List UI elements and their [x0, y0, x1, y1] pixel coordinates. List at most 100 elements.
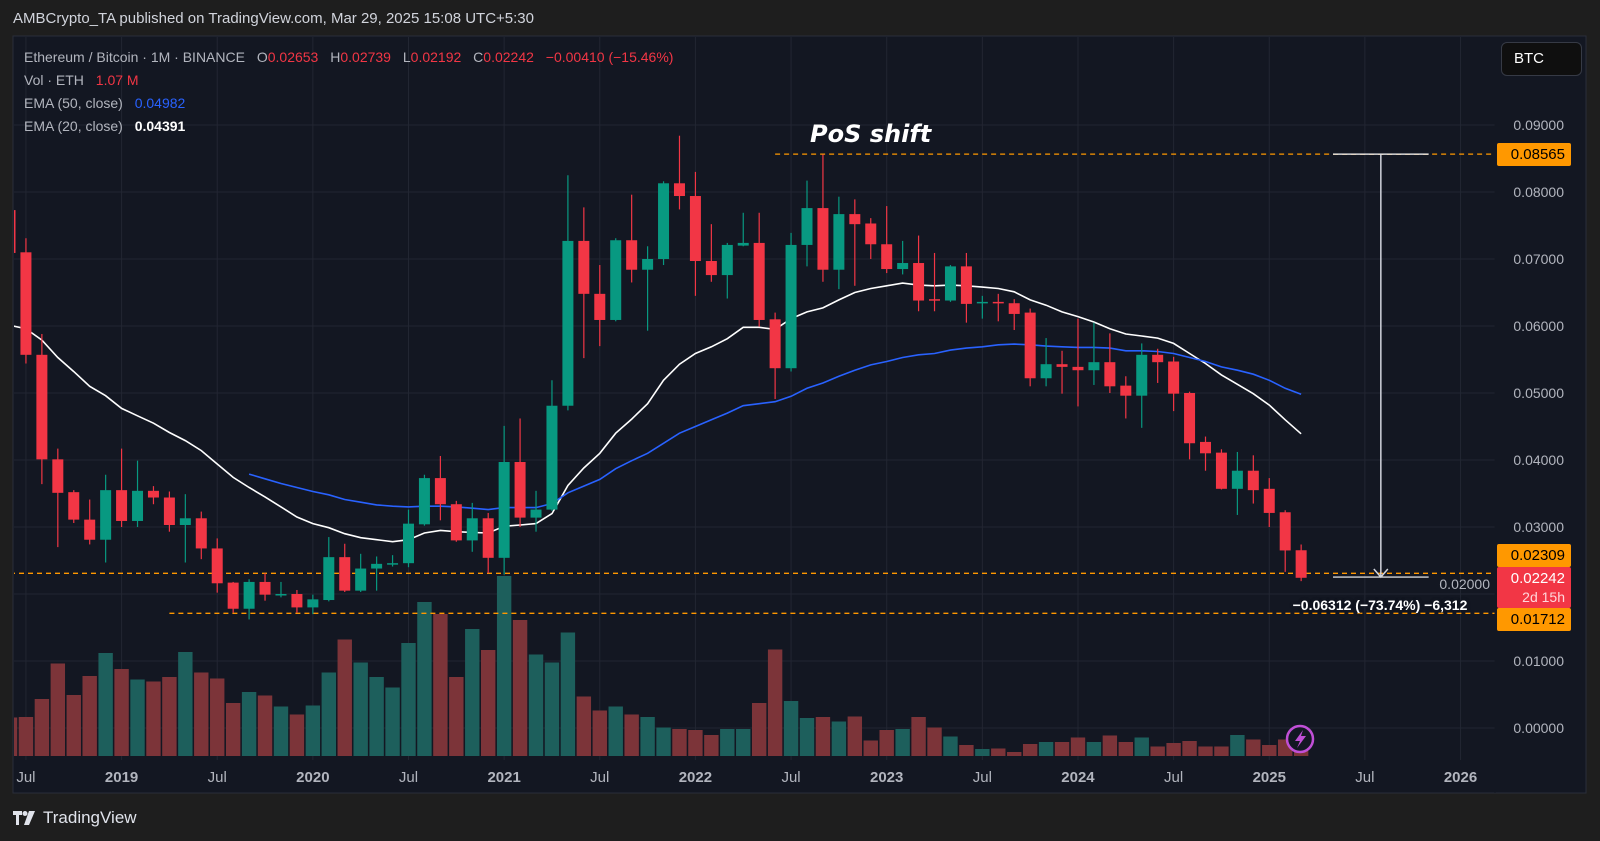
candle[interactable] — [817, 154, 829, 282]
candle[interactable] — [658, 181, 670, 266]
candle[interactable] — [195, 511, 207, 560]
candle[interactable] — [466, 502, 478, 552]
candle-body — [387, 563, 399, 565]
candle[interactable] — [929, 252, 941, 312]
candle[interactable] — [36, 334, 48, 485]
candle[interactable] — [1024, 308, 1036, 387]
candle[interactable] — [100, 474, 112, 563]
candle[interactable] — [275, 581, 287, 598]
legend-ema50-row[interactable]: EMA (50, close) 0.04982 — [24, 92, 673, 115]
candle[interactable] — [1072, 318, 1084, 407]
candle[interactable] — [450, 500, 462, 542]
candle[interactable] — [227, 581, 239, 613]
lightning-icon[interactable] — [1285, 724, 1315, 754]
candle[interactable] — [960, 252, 972, 323]
candle[interactable] — [801, 180, 813, 267]
candle[interactable] — [689, 171, 701, 296]
candle[interactable] — [897, 240, 909, 275]
candle[interactable] — [243, 579, 255, 620]
candle[interactable] — [434, 455, 446, 521]
candle[interactable] — [482, 512, 494, 574]
candle[interactable] — [1279, 510, 1291, 572]
candle[interactable] — [68, 490, 80, 523]
candle[interactable] — [1200, 436, 1211, 471]
candle[interactable] — [785, 232, 797, 372]
close-value: 0.02242 — [483, 49, 534, 65]
candle[interactable] — [1136, 343, 1148, 428]
candle[interactable] — [1168, 356, 1180, 412]
candle[interactable] — [211, 538, 223, 593]
candle[interactable] — [594, 265, 606, 347]
candle[interactable] — [913, 235, 925, 312]
candle[interactable] — [881, 206, 893, 274]
candle[interactable] — [865, 218, 877, 259]
candle[interactable] — [976, 295, 988, 319]
candle[interactable] — [387, 555, 399, 567]
candle[interactable] — [418, 474, 430, 526]
candle[interactable] — [753, 212, 765, 327]
legend-symbol-row[interactable]: Ethereum / Bitcoin · 1M · BINANCE O0.026… — [24, 46, 673, 69]
candle[interactable] — [339, 543, 351, 592]
candle[interactable] — [1008, 299, 1020, 331]
candle[interactable] — [610, 238, 622, 322]
candle[interactable] — [5, 209, 16, 256]
currency-button[interactable]: BTC — [1501, 42, 1582, 76]
pos-shift-annotation[interactable]: PoS shift — [810, 120, 932, 148]
candle[interactable] — [147, 486, 159, 505]
candle[interactable] — [642, 246, 654, 331]
candle[interactable] — [1263, 478, 1275, 527]
candle[interactable] — [849, 199, 861, 286]
candle[interactable] — [307, 594, 319, 615]
candle[interactable] — [1152, 348, 1164, 383]
candle[interactable] — [514, 418, 526, 527]
candle[interactable] — [944, 265, 956, 302]
plot-area[interactable] — [3, 135, 1495, 756]
legend-ema20-row[interactable]: EMA (20, close) 0.04391 — [24, 115, 673, 138]
candle[interactable] — [52, 448, 64, 548]
candle[interactable] — [992, 293, 1004, 322]
candle[interactable] — [546, 380, 558, 511]
candle[interactable] — [1104, 333, 1116, 393]
price-axis-label: 0.09000 — [1513, 117, 1564, 133]
candle[interactable] — [578, 207, 590, 359]
candle[interactable] — [737, 212, 749, 247]
candle[interactable] — [371, 556, 383, 591]
candle[interactable] — [1295, 544, 1307, 582]
candle[interactable] — [498, 425, 510, 575]
candle[interactable] — [291, 589, 303, 613]
tradingview-logo[interactable]: TradingView — [13, 808, 137, 828]
candle[interactable] — [116, 448, 128, 527]
ema20-line[interactable] — [10, 282, 1302, 543]
candle[interactable] — [705, 224, 717, 282]
candle[interactable] — [1040, 338, 1052, 387]
candle[interactable] — [84, 499, 96, 545]
candle[interactable] — [1184, 391, 1196, 460]
candle-body — [897, 263, 909, 270]
candle[interactable] — [1088, 322, 1100, 385]
candle[interactable] — [323, 537, 335, 602]
candle[interactable] — [1215, 449, 1227, 490]
time-axis-label: 2020 — [296, 769, 329, 786]
candle[interactable] — [259, 573, 271, 601]
measure-tool[interactable] — [1333, 153, 1429, 579]
candle[interactable] — [721, 242, 733, 299]
candle[interactable] — [163, 491, 175, 532]
candle[interactable] — [626, 194, 638, 283]
candle[interactable] — [20, 238, 32, 364]
candle[interactable] — [1120, 376, 1132, 419]
candle[interactable] — [355, 553, 367, 592]
candle[interactable] — [403, 509, 414, 568]
candle[interactable] — [1247, 455, 1259, 504]
candle[interactable] — [179, 494, 191, 563]
candle-body — [339, 557, 351, 591]
candle[interactable] — [833, 196, 845, 290]
candle[interactable] — [1231, 451, 1243, 515]
candle[interactable] — [673, 135, 685, 210]
candle[interactable] — [1056, 350, 1068, 394]
candle[interactable] — [562, 175, 574, 411]
legend-volume-row[interactable]: Vol · ETH 1.07 M — [24, 69, 673, 92]
candle[interactable] — [769, 312, 781, 400]
candle[interactable] — [132, 460, 144, 527]
candle[interactable] — [530, 490, 542, 532]
